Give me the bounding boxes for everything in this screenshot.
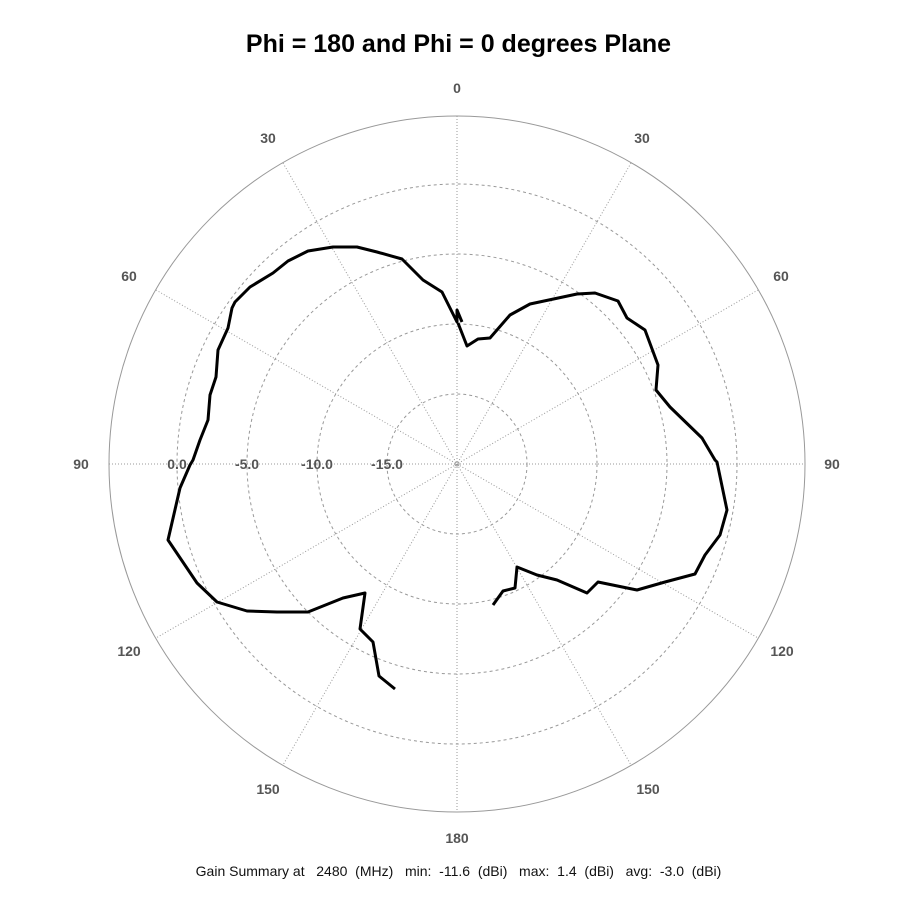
trace-phi-180	[166, 245, 464, 691]
svg-text:90: 90	[824, 456, 840, 472]
svg-text:-10.0: -10.0	[301, 456, 333, 472]
angle-spokes	[109, 116, 805, 812]
center-marker	[454, 461, 460, 467]
svg-text:0.0: 0.0	[167, 456, 187, 472]
trace-phi-0	[456, 291, 729, 606]
chart-title: Phi = 180 and Phi = 0 degrees Plane	[245, 30, 672, 58]
svg-text:120: 120	[770, 643, 794, 659]
svg-text:-5.0: -5.0	[235, 456, 259, 472]
svg-text:90: 90	[73, 456, 89, 472]
svg-text:150: 150	[636, 781, 660, 797]
svg-text:180: 180	[445, 830, 469, 846]
angle-labels: 0 30 60 90 120 150 180 30 60 90 120 150	[73, 80, 840, 846]
svg-text:30: 30	[260, 130, 276, 146]
svg-text:30: 30	[634, 130, 650, 146]
svg-text:120: 120	[117, 643, 141, 659]
svg-text:60: 60	[773, 268, 789, 284]
gain-summary: Gain Summary at 2480 (MHz) min: -11.6 (d…	[195, 863, 722, 879]
svg-text:-15.0: -15.0	[371, 456, 403, 472]
svg-text:60: 60	[121, 268, 137, 284]
radial-labels: 0.0 -5.0 -10.0 -15.0	[167, 456, 403, 472]
svg-text:0: 0	[453, 80, 461, 96]
svg-text:150: 150	[256, 781, 280, 797]
